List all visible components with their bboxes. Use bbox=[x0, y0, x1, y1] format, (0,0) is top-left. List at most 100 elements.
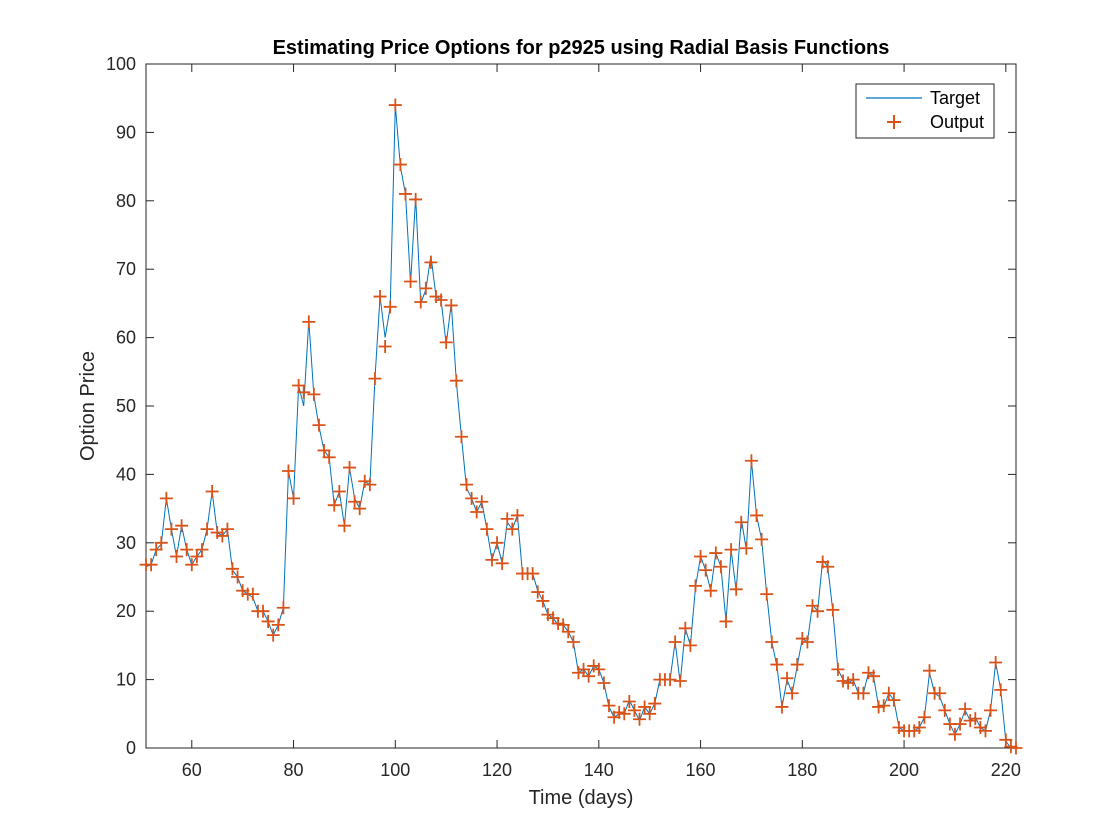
output-point bbox=[424, 255, 438, 269]
y-axis-title: Option Price bbox=[77, 351, 99, 461]
output-point bbox=[633, 712, 647, 726]
output-point bbox=[383, 300, 397, 314]
output-point bbox=[388, 98, 402, 112]
output-point bbox=[760, 587, 774, 601]
output-point bbox=[246, 587, 260, 601]
output-point bbox=[348, 495, 362, 509]
output-point bbox=[984, 703, 998, 717]
x-tick-label: 80 bbox=[284, 760, 304, 780]
output-point bbox=[343, 461, 357, 475]
y-tick-label: 20 bbox=[116, 601, 136, 621]
output-point bbox=[643, 707, 657, 721]
x-tick-label: 100 bbox=[380, 760, 410, 780]
x-tick-label: 180 bbox=[787, 760, 817, 780]
legend-box bbox=[855, 83, 995, 139]
output-point bbox=[688, 579, 702, 593]
output-point bbox=[765, 635, 779, 649]
output-point bbox=[536, 594, 550, 608]
output-point bbox=[790, 658, 804, 672]
output-point bbox=[785, 686, 799, 700]
output-point bbox=[561, 625, 575, 639]
output-point bbox=[933, 686, 947, 700]
output-point bbox=[332, 485, 346, 498]
x-tick-label: 60 bbox=[182, 760, 202, 780]
x-tick-label: 220 bbox=[991, 760, 1021, 780]
output-point bbox=[215, 529, 229, 543]
output-point bbox=[744, 454, 758, 468]
y-tick-label: 10 bbox=[116, 670, 136, 690]
x-axis-title: Time (days) bbox=[529, 787, 634, 809]
output-point bbox=[831, 662, 845, 676]
output-point bbox=[719, 614, 733, 628]
output-point bbox=[261, 614, 275, 628]
legend-target-label: Target bbox=[930, 88, 980, 108]
output-point bbox=[877, 699, 891, 713]
output-point bbox=[699, 563, 713, 577]
output-point bbox=[887, 693, 901, 707]
y-tick-label: 0 bbox=[126, 738, 136, 758]
output-point bbox=[953, 717, 967, 731]
output-point bbox=[724, 543, 738, 557]
output-point bbox=[704, 584, 718, 598]
output-point bbox=[714, 560, 728, 574]
output-point bbox=[867, 669, 881, 683]
output-point bbox=[439, 335, 453, 349]
output-point bbox=[968, 712, 982, 726]
output-point bbox=[480, 522, 494, 536]
output-point bbox=[297, 385, 311, 399]
output-point bbox=[312, 418, 326, 432]
x-tick-label: 160 bbox=[686, 760, 716, 780]
output-point bbox=[505, 522, 519, 536]
output-point bbox=[510, 508, 524, 522]
output-point bbox=[531, 585, 545, 599]
x-tick-label: 140 bbox=[584, 760, 614, 780]
output-point bbox=[322, 450, 336, 464]
y-tick-label: 80 bbox=[116, 191, 136, 211]
output-point bbox=[683, 638, 697, 652]
y-tick-label: 50 bbox=[116, 396, 136, 416]
output-point bbox=[266, 628, 280, 642]
output-point bbox=[470, 505, 484, 519]
output-point bbox=[414, 295, 428, 309]
output-point bbox=[622, 694, 636, 708]
output-point bbox=[989, 656, 1003, 669]
output-point bbox=[739, 541, 753, 555]
output-point bbox=[307, 387, 321, 401]
y-tick-label: 90 bbox=[116, 122, 136, 142]
output-point bbox=[200, 522, 214, 536]
output-point bbox=[419, 281, 433, 295]
output-point bbox=[846, 673, 860, 687]
output-point bbox=[475, 495, 489, 509]
output-point bbox=[220, 522, 234, 536]
x-tick-label: 120 bbox=[482, 760, 512, 780]
output-point bbox=[180, 543, 194, 557]
output-point bbox=[149, 543, 163, 557]
output-point bbox=[882, 686, 896, 700]
output-point bbox=[317, 443, 331, 457]
output-point bbox=[460, 478, 474, 492]
output-point bbox=[994, 683, 1008, 697]
output-point bbox=[617, 707, 631, 721]
output-point bbox=[602, 699, 616, 713]
y-tick-label: 70 bbox=[116, 259, 136, 279]
output-point bbox=[434, 293, 448, 307]
output-point bbox=[454, 430, 468, 444]
output-point bbox=[770, 658, 784, 672]
x-tick-label: 200 bbox=[889, 760, 919, 780]
output-point bbox=[663, 673, 677, 687]
legend-output-label: Output bbox=[930, 112, 984, 132]
chart-title: Estimating Price Options for p2925 using… bbox=[273, 37, 890, 59]
output-point bbox=[556, 618, 570, 632]
series-target-line bbox=[145, 104, 1016, 749]
output-point bbox=[144, 558, 158, 572]
output-point bbox=[582, 669, 596, 683]
output-point bbox=[231, 570, 245, 584]
output-point bbox=[566, 635, 580, 649]
output-point bbox=[175, 519, 189, 533]
output-point bbox=[271, 618, 285, 632]
output-point bbox=[378, 339, 392, 353]
output-point bbox=[775, 700, 789, 714]
output-point bbox=[856, 686, 870, 700]
output-point bbox=[205, 485, 219, 498]
output-point bbox=[638, 700, 652, 714]
